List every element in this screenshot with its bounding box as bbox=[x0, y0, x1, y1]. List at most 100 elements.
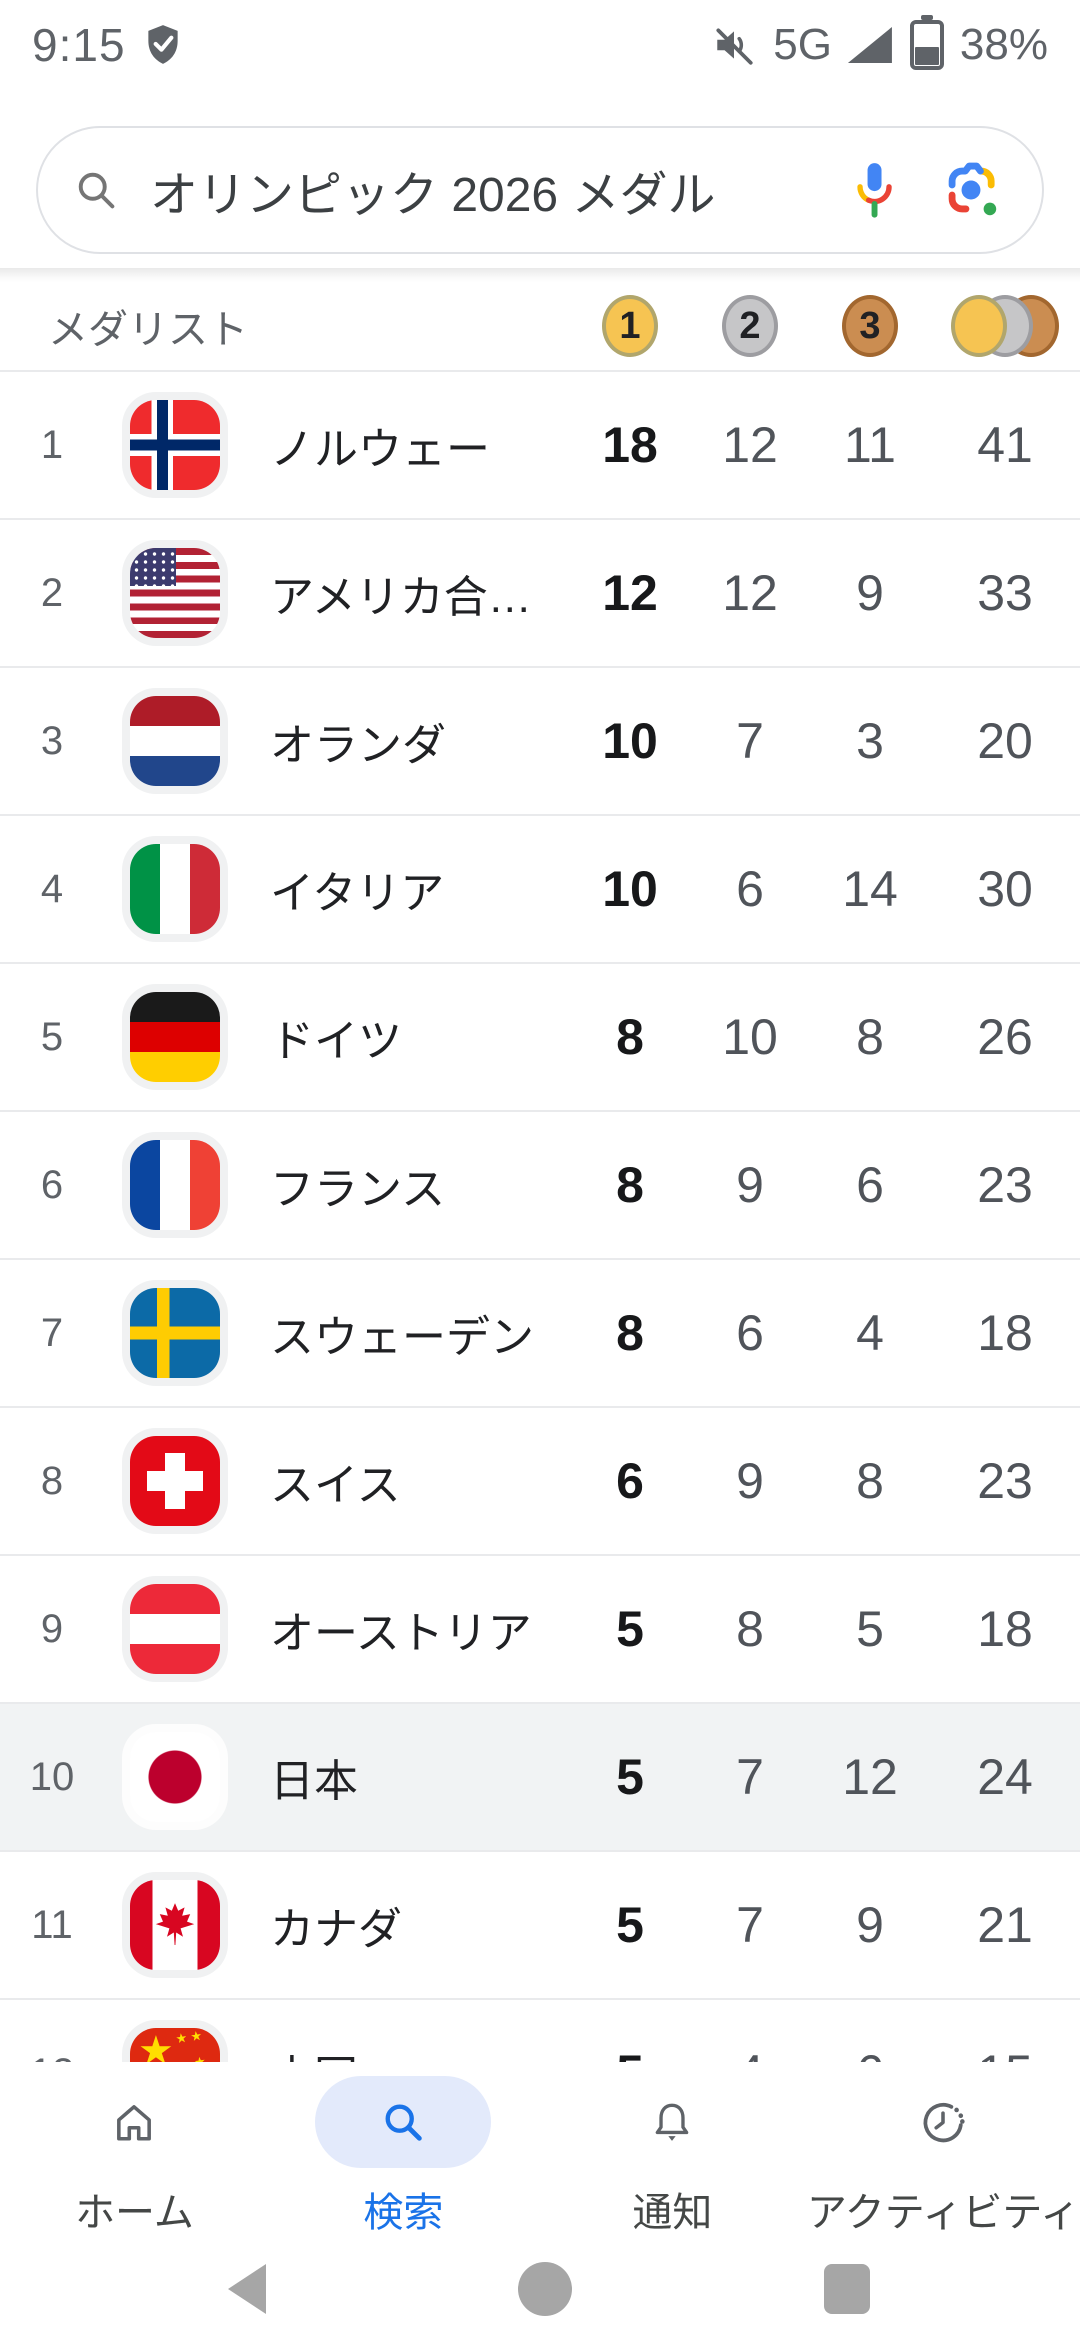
back-button[interactable] bbox=[228, 2264, 266, 2314]
battery-percent: 38% bbox=[959, 20, 1048, 69]
table-row[interactable]: 10 日本 5 7 12 24 bbox=[0, 1702, 1080, 1850]
nav-iconbox bbox=[46, 2076, 222, 2168]
country-name: 日本 bbox=[270, 1757, 358, 1806]
total-count: 18 bbox=[977, 1305, 1033, 1361]
table-row[interactable]: 5 ドイツ 8 10 8 26 bbox=[0, 962, 1080, 1110]
country-flag-jp bbox=[130, 1732, 220, 1822]
bronze-count: 11 bbox=[844, 417, 896, 473]
gold-count: 5 bbox=[616, 1601, 644, 1657]
country-flag-at bbox=[130, 1584, 220, 1674]
silver-count: 12 bbox=[722, 565, 778, 621]
country-name: ドイツ bbox=[270, 1017, 402, 1066]
nav-item-search[interactable]: 検索 bbox=[269, 2062, 538, 2238]
gold-count: 10 bbox=[602, 713, 658, 769]
silver-count: 7 bbox=[736, 713, 764, 769]
bronze-count: 3 bbox=[856, 713, 884, 769]
total-count: 18 bbox=[977, 1601, 1033, 1657]
network-type: 5G bbox=[773, 20, 832, 69]
rank: 5 bbox=[40, 1014, 64, 1059]
total-count: 33 bbox=[977, 565, 1033, 621]
total-count: 30 bbox=[977, 861, 1033, 917]
country-flag-fr bbox=[130, 1140, 220, 1230]
silver-count: 10 bbox=[722, 1009, 778, 1065]
total-count: 23 bbox=[977, 1453, 1033, 1509]
search-bar[interactable]: オリンピック 2026 メダル bbox=[36, 126, 1044, 254]
activity-icon bbox=[920, 2099, 966, 2145]
gold-count: 6 bbox=[616, 1453, 644, 1509]
country-name: ノルウェー bbox=[270, 425, 490, 474]
bronze-count: 9 bbox=[856, 1897, 884, 1953]
table-row[interactable]: 4 イタリア 10 6 14 30 bbox=[0, 814, 1080, 962]
signal-icon bbox=[847, 27, 892, 63]
mic-icon[interactable] bbox=[852, 161, 896, 219]
rank: 6 bbox=[40, 1162, 64, 1207]
rank: 4 bbox=[40, 866, 64, 911]
nav-label: アクティビティ bbox=[806, 2191, 1080, 2235]
silver-count: 6 bbox=[736, 861, 764, 917]
table-row[interactable]: 12 中国 5 4 6 15 bbox=[0, 1998, 1080, 2068]
bronze-count: 8 bbox=[856, 1009, 884, 1065]
nav-item-home[interactable]: ホーム bbox=[0, 2062, 269, 2238]
gold-count: 18 bbox=[602, 417, 658, 473]
bronze-count: 9 bbox=[856, 565, 884, 621]
country-name: スイス bbox=[270, 1461, 401, 1510]
total-count: 23 bbox=[977, 1157, 1033, 1213]
bronze-count: 4 bbox=[856, 1305, 884, 1361]
table-row[interactable]: 3 オランダ 10 7 3 20 bbox=[0, 666, 1080, 814]
clock: 9:15 bbox=[32, 19, 126, 71]
nav-item-activity[interactable]: アクティビティ bbox=[807, 2062, 1080, 2238]
table-row[interactable]: 8 スイス 6 9 8 23 bbox=[0, 1406, 1080, 1554]
gold-count: 8 bbox=[616, 1009, 644, 1065]
total-count: 24 bbox=[977, 1749, 1033, 1805]
gold-count: 8 bbox=[616, 1305, 644, 1361]
table-row[interactable]: 7 スウェーデン 8 6 4 18 bbox=[0, 1258, 1080, 1406]
gold-count: 10 bbox=[602, 861, 658, 917]
nav-label: 検索 bbox=[363, 2191, 444, 2235]
silver-count: 12 bbox=[722, 417, 778, 473]
bronze-count: 5 bbox=[856, 1601, 884, 1657]
country-flag-nl bbox=[130, 696, 220, 786]
silver-medal-icon: 2 bbox=[722, 295, 778, 357]
search-query[interactable]: オリンピック 2026 メダル bbox=[150, 169, 716, 222]
country-name: カナダ bbox=[270, 1905, 402, 1954]
silver-count: 7 bbox=[736, 1749, 764, 1805]
rank: 1 bbox=[40, 422, 64, 467]
table-row[interactable]: 6 フランス 8 9 6 23 bbox=[0, 1110, 1080, 1258]
table-row[interactable]: 11 カナダ 5 7 9 21 bbox=[0, 1850, 1080, 1998]
medal-table: メダリスト 1 2 3 1 ノルウェー 18 12 11 41 2 アメリカ合…… bbox=[0, 282, 1080, 2068]
system-nav-bar bbox=[0, 2238, 1080, 2340]
gold-count: 12 bbox=[602, 565, 658, 621]
silver-count: 9 bbox=[736, 1453, 764, 1509]
nav-label: 通知 bbox=[632, 2191, 713, 2235]
status-bar: 9:15 5G 38% bbox=[0, 0, 1080, 90]
nav-iconbox bbox=[315, 2076, 492, 2168]
gold-count: 8 bbox=[616, 1157, 644, 1213]
home-button[interactable] bbox=[518, 2262, 572, 2316]
recents-button[interactable] bbox=[824, 2264, 870, 2314]
country-flag-ch bbox=[130, 1436, 220, 1526]
country-flag-ca bbox=[130, 1880, 220, 1970]
table-row[interactable]: 9 オーストリア 5 8 5 18 bbox=[0, 1554, 1080, 1702]
app-bar: オリンピック 2026 メダル bbox=[0, 90, 1080, 268]
country-name: フランス bbox=[270, 1165, 446, 1214]
country-flag-it bbox=[130, 844, 220, 934]
lens-icon[interactable] bbox=[942, 161, 1000, 219]
table-row[interactable]: 1 ノルウェー 18 12 11 41 bbox=[0, 370, 1080, 518]
rank: 11 bbox=[31, 1902, 73, 1947]
total-count: 20 bbox=[977, 713, 1033, 769]
country-flag-cn bbox=[130, 2028, 220, 2068]
silver-count: 6 bbox=[736, 1305, 764, 1361]
gold-count: 5 bbox=[616, 1897, 644, 1953]
total-count: 26 bbox=[977, 1009, 1033, 1065]
search-icon bbox=[72, 166, 120, 214]
silver-count: 8 bbox=[736, 1601, 764, 1657]
app-bar-shadow bbox=[0, 268, 1080, 282]
table-row[interactable]: 2 アメリカ合… 12 12 9 33 bbox=[0, 518, 1080, 666]
bell-icon bbox=[649, 2099, 695, 2145]
medalists-header-label: メダリスト bbox=[48, 308, 248, 352]
nav-item-notifications[interactable]: 通知 bbox=[538, 2062, 807, 2238]
rank: 8 bbox=[40, 1458, 64, 1503]
nav-iconbox bbox=[855, 2076, 1031, 2168]
silver-count: 9 bbox=[736, 1157, 764, 1213]
medal-table-header: メダリスト 1 2 3 bbox=[0, 282, 1080, 370]
